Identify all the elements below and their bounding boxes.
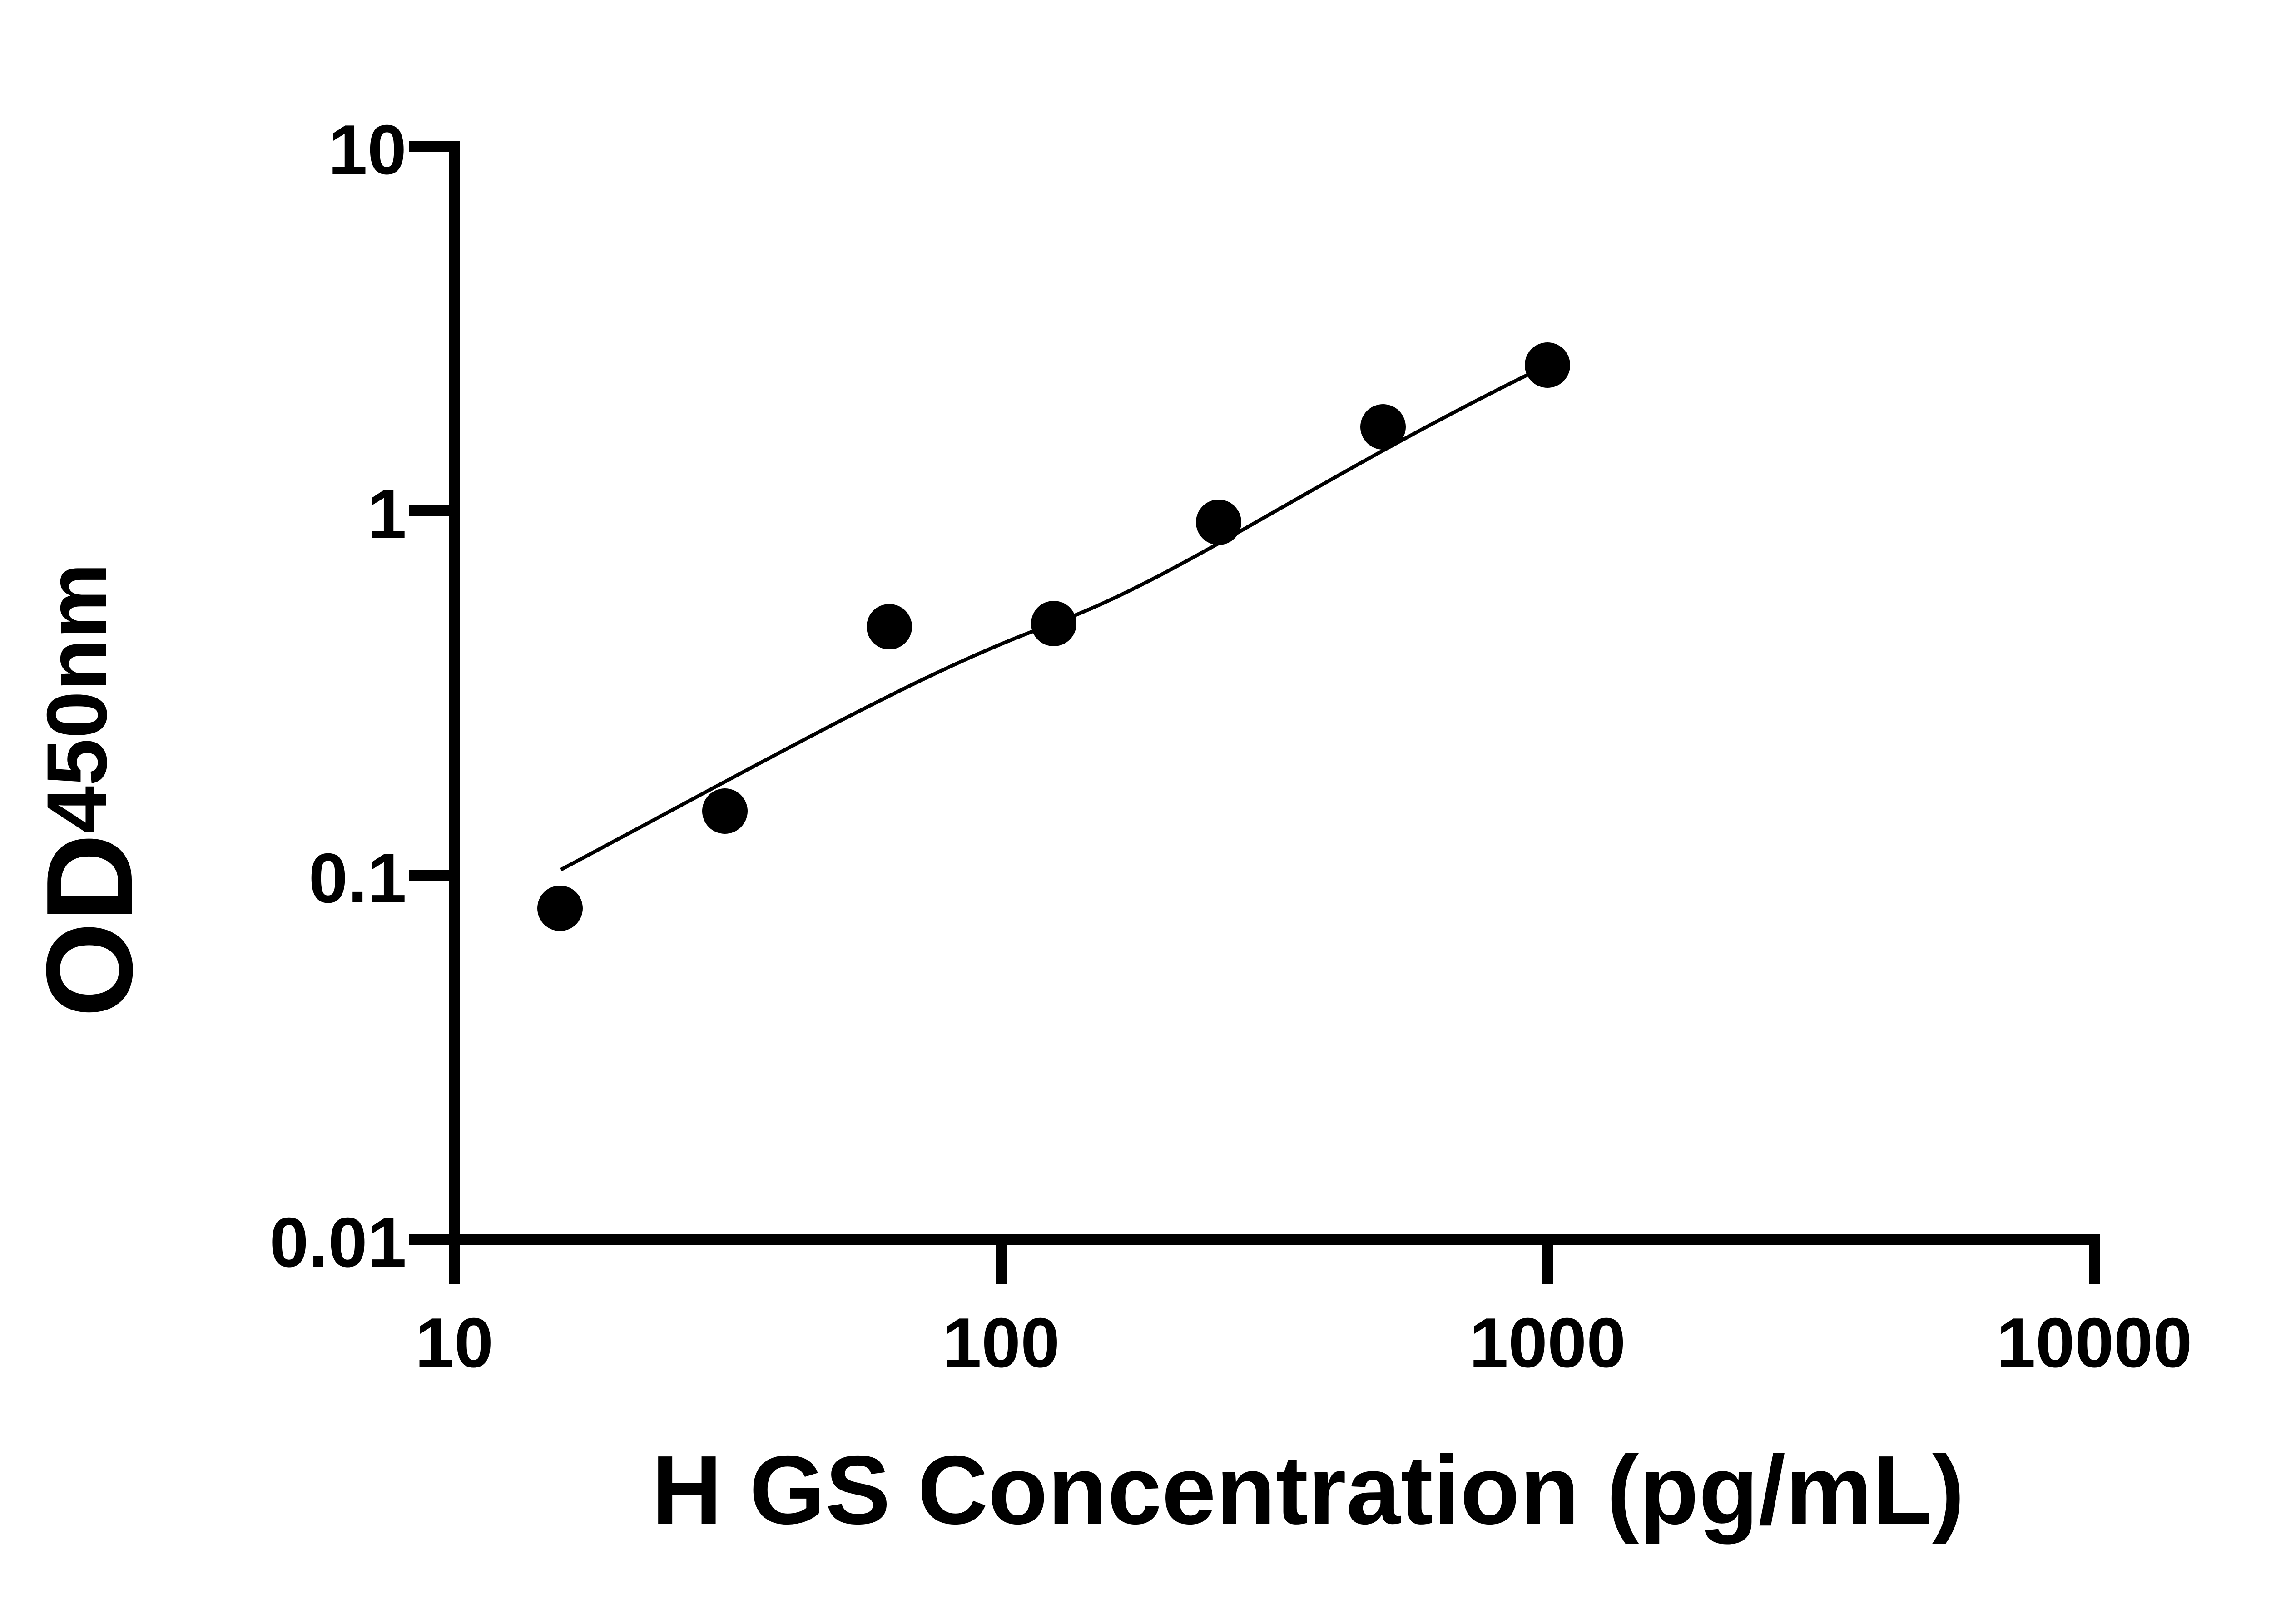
- svg-text:100: 100: [942, 1303, 1060, 1382]
- svg-text:10: 10: [328, 110, 407, 189]
- svg-text:10000: 10000: [1996, 1303, 2192, 1382]
- svg-text:1: 1: [367, 475, 407, 553]
- svg-text:0.01: 0.01: [269, 1203, 407, 1282]
- svg-text:10: 10: [415, 1303, 493, 1382]
- svg-text:1000: 1000: [1469, 1303, 1626, 1382]
- svg-text:0.1: 0.1: [309, 839, 407, 917]
- svg-text:H GS Concentration (pg/mL): H GS Concentration (pg/mL): [652, 1435, 1964, 1545]
